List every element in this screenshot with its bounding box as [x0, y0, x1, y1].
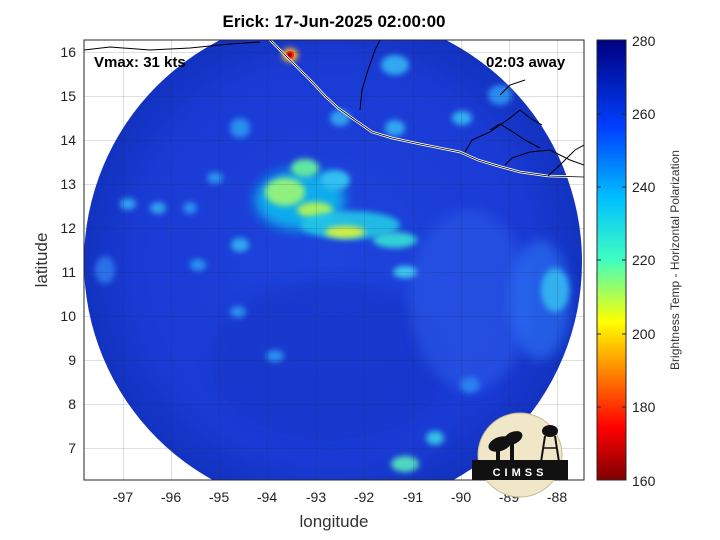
colorbar-tick: 240 — [632, 179, 656, 195]
y-tick: 11 — [61, 264, 76, 280]
vmax-label: Vmax: 31 kts — [94, 54, 186, 71]
colorbar-tick: 200 — [632, 326, 656, 342]
colorbar-tick: 180 — [632, 399, 656, 415]
x-tick: -91 — [403, 489, 423, 505]
colorbar-tick: 260 — [632, 106, 656, 122]
x-tick: -97 — [113, 489, 133, 505]
y-tick-labels: 16 15 14 13 12 11 10 9 8 7 — [60, 44, 76, 456]
x-tick: -93 — [306, 489, 326, 505]
y-tick: 10 — [60, 308, 76, 324]
colorbar-label: Brightness Temp - Horizontal Polarizatio… — [668, 150, 682, 370]
y-tick: 16 — [60, 44, 76, 60]
x-tick: -94 — [257, 489, 277, 505]
logo-text: CIMSS — [493, 467, 548, 479]
y-tick: 8 — [68, 396, 76, 412]
x-tick: -95 — [209, 489, 229, 505]
x-axis-label: longitude — [299, 512, 369, 531]
y-tick: 14 — [60, 132, 76, 148]
y-tick: 12 — [60, 220, 76, 236]
chart-title: Erick: 17-Jun-2025 02:00:00 — [222, 12, 446, 31]
x-tick: -88 — [547, 489, 567, 505]
colorbar-tick: 220 — [632, 252, 656, 268]
y-tick: 9 — [68, 352, 76, 368]
colorbar — [596, 39, 627, 481]
time-away-label: 02:03 away — [486, 54, 566, 71]
cimss-logo: CIMSS — [472, 412, 568, 498]
y-axis-label: latitude — [32, 232, 51, 288]
colorbar-ticks — [597, 113, 626, 408]
x-tick: -96 — [161, 489, 181, 505]
convection-features — [95, 48, 570, 472]
colorbar-tick-labels: 280 260 240 220 200 180 160 — [632, 33, 656, 489]
x-tick: -90 — [451, 489, 471, 505]
y-tick: 7 — [68, 440, 76, 456]
y-tick: 15 — [60, 88, 76, 104]
y-tick: 13 — [60, 176, 76, 192]
colorbar-tick: 280 — [632, 33, 656, 49]
x-tick-labels: -97 -96 -95 -94 -93 -92 -91 -90 -89 -88 — [113, 489, 567, 505]
x-tick: -92 — [354, 489, 374, 505]
country-borders — [84, 40, 584, 177]
colorbar-tick: 160 — [632, 473, 656, 489]
